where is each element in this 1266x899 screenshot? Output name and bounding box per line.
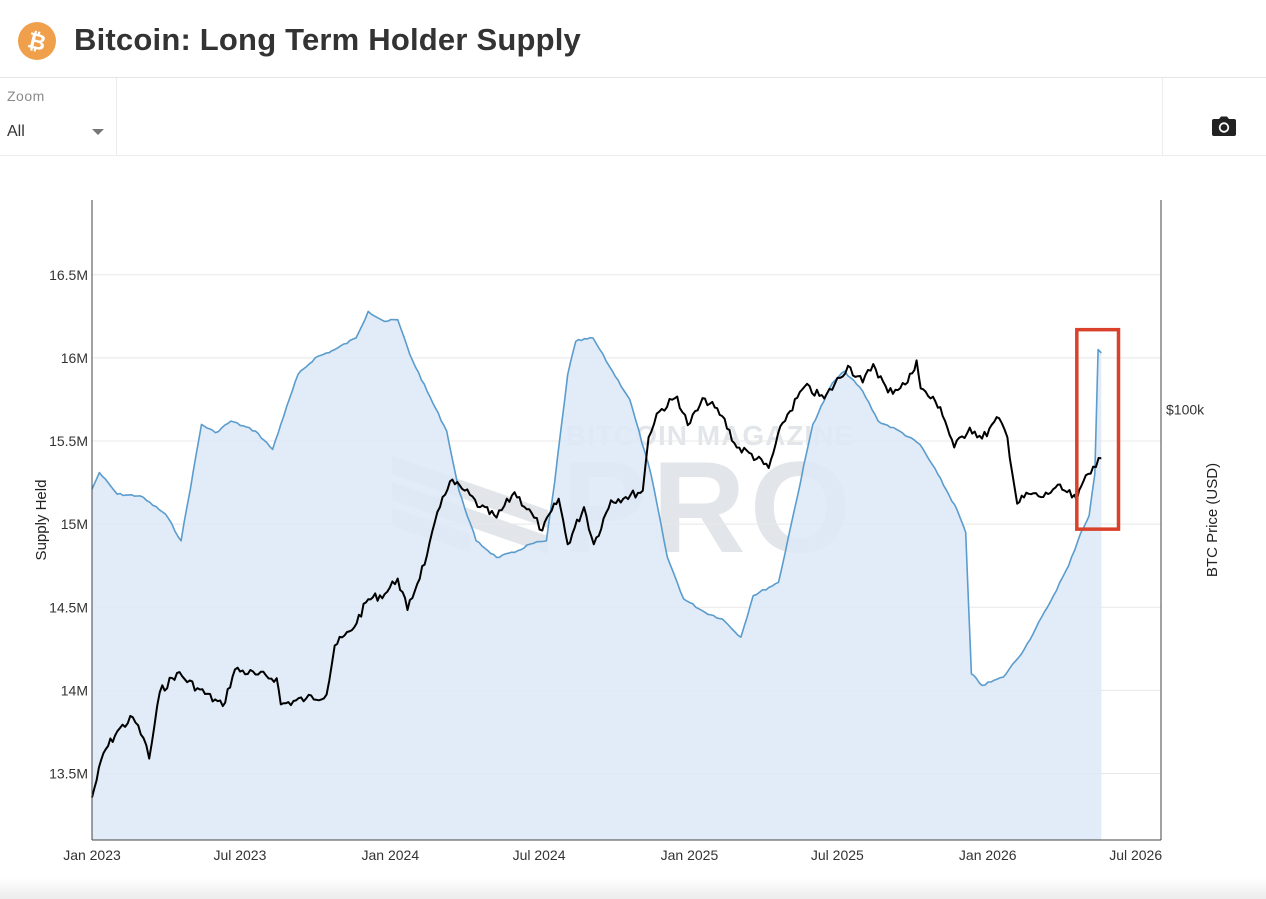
axes: 13.5M 14M 14.5M 15M 15.5M 16M 16.5M $100k Jan 20… [33, 200, 1221, 863]
zoom-value: All [7, 123, 25, 140]
y-left-tick-label: 13.5M [49, 766, 88, 782]
series-lines [91, 310, 1102, 798]
chart-area: BITCOIN MAGAZINE PRO 13.5M14M14.5M15M15.… [33, 200, 1221, 863]
camera-icon [1212, 116, 1236, 136]
x-tick-label: Jul 2025 [811, 847, 864, 863]
x-tick-label: Jan 2024 [362, 847, 420, 863]
series-line-price [91, 359, 1102, 798]
x-tick-label: Jan 2023 [63, 847, 121, 863]
bitcoin-icon: ₿ [18, 22, 56, 60]
x-tick-label: Jul 2023 [213, 847, 266, 863]
y-left-axis-title: Supply Held [33, 480, 50, 561]
supply-area [92, 311, 1102, 840]
caret-down-icon [92, 129, 104, 135]
annotations [1075, 327, 1121, 531]
supply-fill [92, 311, 1102, 840]
svg-text:₿: ₿ [25, 27, 48, 56]
y-right-tick-label: $100k [1166, 401, 1205, 417]
y-right-axis-title: BTC Price (USD) [1204, 463, 1221, 577]
page-title: Bitcoin: Long Term Holder Supply [74, 22, 581, 57]
zoom-label: Zoom [7, 88, 45, 104]
series-line-supply [91, 310, 1102, 687]
y-left-tick-label: 16M [61, 350, 88, 366]
chart-header: ₿ Bitcoin: Long Term Holder Supply [0, 0, 1266, 78]
y-left-tick-label: 15M [61, 516, 88, 532]
chart-toolbar: Zoom All [0, 78, 1266, 156]
x-tick-label: Jan 2026 [959, 847, 1017, 863]
y-left-tick-label: 16.5M [49, 267, 88, 283]
y-left-tick-label: 14.5M [49, 599, 88, 615]
x-tick-label: Jul 2026 [1109, 847, 1162, 863]
download-image-button[interactable] [1162, 78, 1266, 155]
y-left-tick-label: 14M [61, 682, 88, 698]
bottom-edge [0, 878, 1266, 899]
zoom-select[interactable]: Zoom All [0, 78, 117, 155]
x-tick-label: Jan 2025 [661, 847, 719, 863]
y-left-tick-label: 15.5M [49, 433, 88, 449]
x-tick-label: Jul 2024 [513, 847, 566, 863]
highlight-box [1075, 327, 1121, 531]
